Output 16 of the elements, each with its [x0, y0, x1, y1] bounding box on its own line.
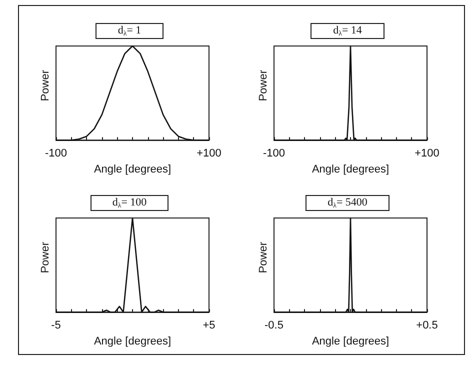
- x-tick-label: +100: [414, 148, 440, 160]
- y-axis-title: Power: [40, 242, 52, 274]
- x-tick-label: -0.5: [264, 320, 284, 332]
- x-tick-label: -100: [262, 148, 286, 160]
- y-axis-title: Power: [258, 242, 270, 274]
- x-tick-label: +0.5: [416, 320, 438, 332]
- x-axis-title: Angle [degrees]: [312, 336, 390, 348]
- y-axis-title: Power: [258, 70, 270, 102]
- x-tick-label: -5: [51, 320, 61, 332]
- x-tick-label: +5: [202, 320, 216, 332]
- x-tick-label: +100: [196, 148, 222, 160]
- x-axis-title: Angle [degrees]: [94, 336, 172, 348]
- y-axis-title: Power: [40, 70, 52, 102]
- x-tick-label: -100: [44, 148, 68, 160]
- x-axis-title: Angle [degrees]: [312, 164, 390, 176]
- x-axis-title: Angle [degrees]: [94, 164, 172, 176]
